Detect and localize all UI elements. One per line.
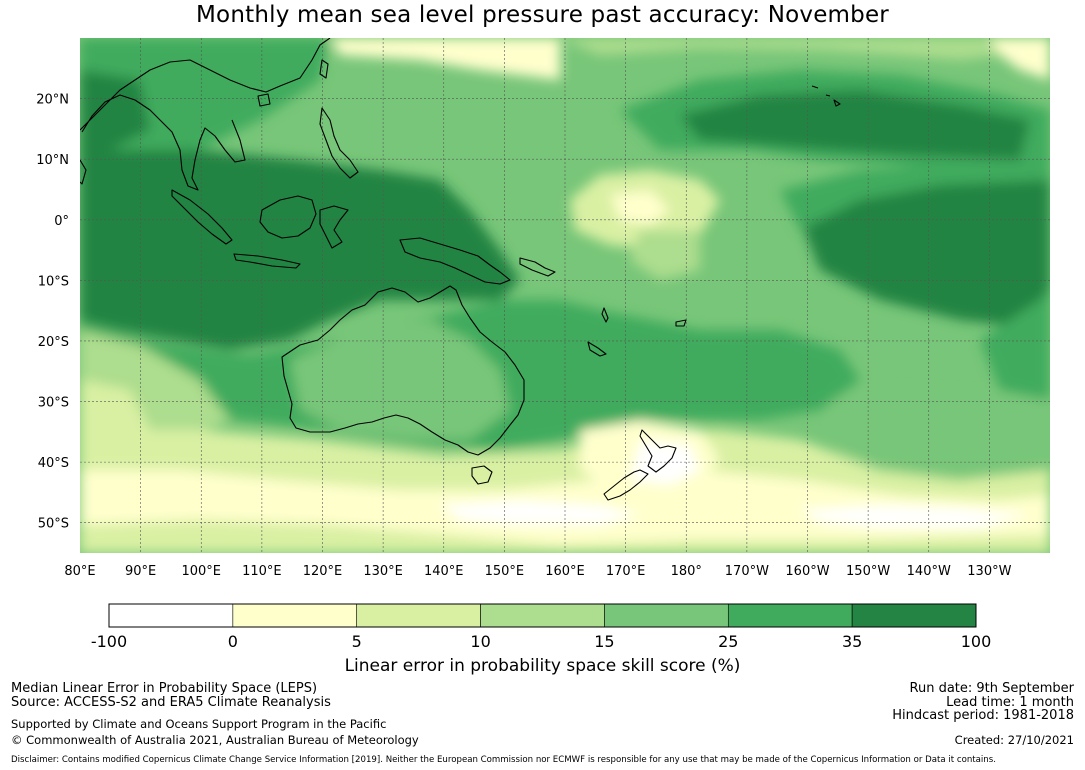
latitude-label: 50°S <box>38 517 69 532</box>
colorbar-tick-label: 15 <box>594 632 614 650</box>
australia-coast <box>281 285 525 456</box>
map-title: Monthly mean sea level pressure past acc… <box>196 2 889 28</box>
colorbar-bins <box>108 603 977 628</box>
footer-method: Median Linear Error in Probability Space… <box>11 681 318 696</box>
java-coast <box>233 253 301 269</box>
longitude-label: 130°W <box>967 564 1011 579</box>
new-zealand-south <box>603 469 649 501</box>
run-date: Run date: 9th September <box>909 681 1074 696</box>
created-date: Created: 27/10/2021 <box>954 733 1074 747</box>
latitude-label: 0° <box>54 214 69 229</box>
latitude-label: 40°S <box>38 456 69 471</box>
sulawesi-coast <box>319 205 349 249</box>
colorbar-bin <box>356 603 481 628</box>
longitude-labels: 80°E 90°E 100°E 110°E 120°E 130°E 140°E 150°E 16… <box>64 564 1011 579</box>
longitude-label: 170°W <box>725 564 769 579</box>
philippines-coast <box>319 107 359 179</box>
colorbar-bin <box>727 603 853 628</box>
taiwan-coast <box>319 59 329 79</box>
hindcast-period: Hindcast period: 1981-2018 <box>892 708 1074 723</box>
map-gridlines <box>80 38 1050 553</box>
longitude-label: 90°E <box>125 564 156 579</box>
sri-lanka-coast <box>80 159 87 185</box>
fiji-islands <box>675 319 687 327</box>
colorbar-bin <box>604 603 729 628</box>
skill-map: 20°N 10°N 0° 10°S 20°S 30°S 40°S 50°S 80°E 90°E 1… <box>36 38 1050 579</box>
longitude-label: 110°E <box>242 564 282 579</box>
vanuatu-islands <box>601 307 609 323</box>
new-zealand-north <box>639 429 677 473</box>
tasmania-coast <box>471 465 493 485</box>
colorbar-bin <box>851 603 977 628</box>
colorbar-tick-label: 10 <box>470 632 490 650</box>
colorbar-label: Linear error in probability space skill … <box>344 656 741 676</box>
colorbar-bin <box>480 603 605 628</box>
colorbar-tick-label: 35 <box>842 632 862 650</box>
latitude-label: 30°S <box>38 396 69 411</box>
latitude-label: 10°N <box>36 153 69 168</box>
longitude-label: 150°E <box>485 564 525 579</box>
longitude-label: 130°E <box>363 564 403 579</box>
footer-source: Source: ACCESS-S2 and ERA5 Climate Reana… <box>11 695 331 710</box>
latitude-labels: 20°N 10°N 0° 10°S 20°S 30°S 40°S 50°S <box>36 93 69 532</box>
hainan-coast <box>257 93 271 107</box>
longitude-label: 140°E <box>424 564 464 579</box>
latitude-label: 20°N <box>36 93 69 108</box>
longitude-label: 150°W <box>846 564 890 579</box>
colorbar-bin <box>108 603 234 628</box>
lead-time: Lead time: 1 month <box>946 695 1074 710</box>
longitude-label: 120°E <box>303 564 343 579</box>
longitude-label: 170°E <box>606 564 646 579</box>
colorbar: -100 0 5 10 15 25 35 100 <box>91 603 991 650</box>
colorbar-tick-label: 5 <box>352 632 362 650</box>
hawaii-islands <box>811 85 841 107</box>
longitude-label: 140°W <box>907 564 951 579</box>
longitude-label: 160°E <box>545 564 585 579</box>
longitude-label: 80°E <box>64 564 95 579</box>
longitude-label: 180° <box>671 564 702 579</box>
borneo-coast <box>259 195 317 239</box>
colorbar-ticks: -100 0 5 10 15 25 35 100 <box>91 632 991 650</box>
latitude-label: 20°S <box>38 335 69 350</box>
longitude-label: 160°W <box>785 564 829 579</box>
latitude-label: 10°S <box>38 274 69 289</box>
coastlines <box>80 38 841 501</box>
disclaimer: Disclaimer: Contains modified Copernicus… <box>11 755 996 765</box>
colorbar-tick-label: -100 <box>91 632 127 650</box>
solomon-islands <box>519 257 556 277</box>
longitude-label: 100°E <box>181 564 221 579</box>
new-caledonia <box>587 341 607 357</box>
footer-support: Supported by Climate and Oceans Support … <box>11 717 387 731</box>
colorbar-tick-label: 0 <box>228 632 238 650</box>
asia-mainland-coast <box>80 38 331 191</box>
colorbar-tick-label: 100 <box>961 632 992 650</box>
sumatra-coast <box>171 189 233 245</box>
colorbar-bin <box>232 603 358 628</box>
footer-copyright: © Commonwealth of Australia 2021, Austra… <box>11 733 419 747</box>
colorbar-tick-label: 25 <box>718 632 738 650</box>
colorbar-frame <box>108 603 977 628</box>
new-guinea-coast <box>399 237 511 285</box>
